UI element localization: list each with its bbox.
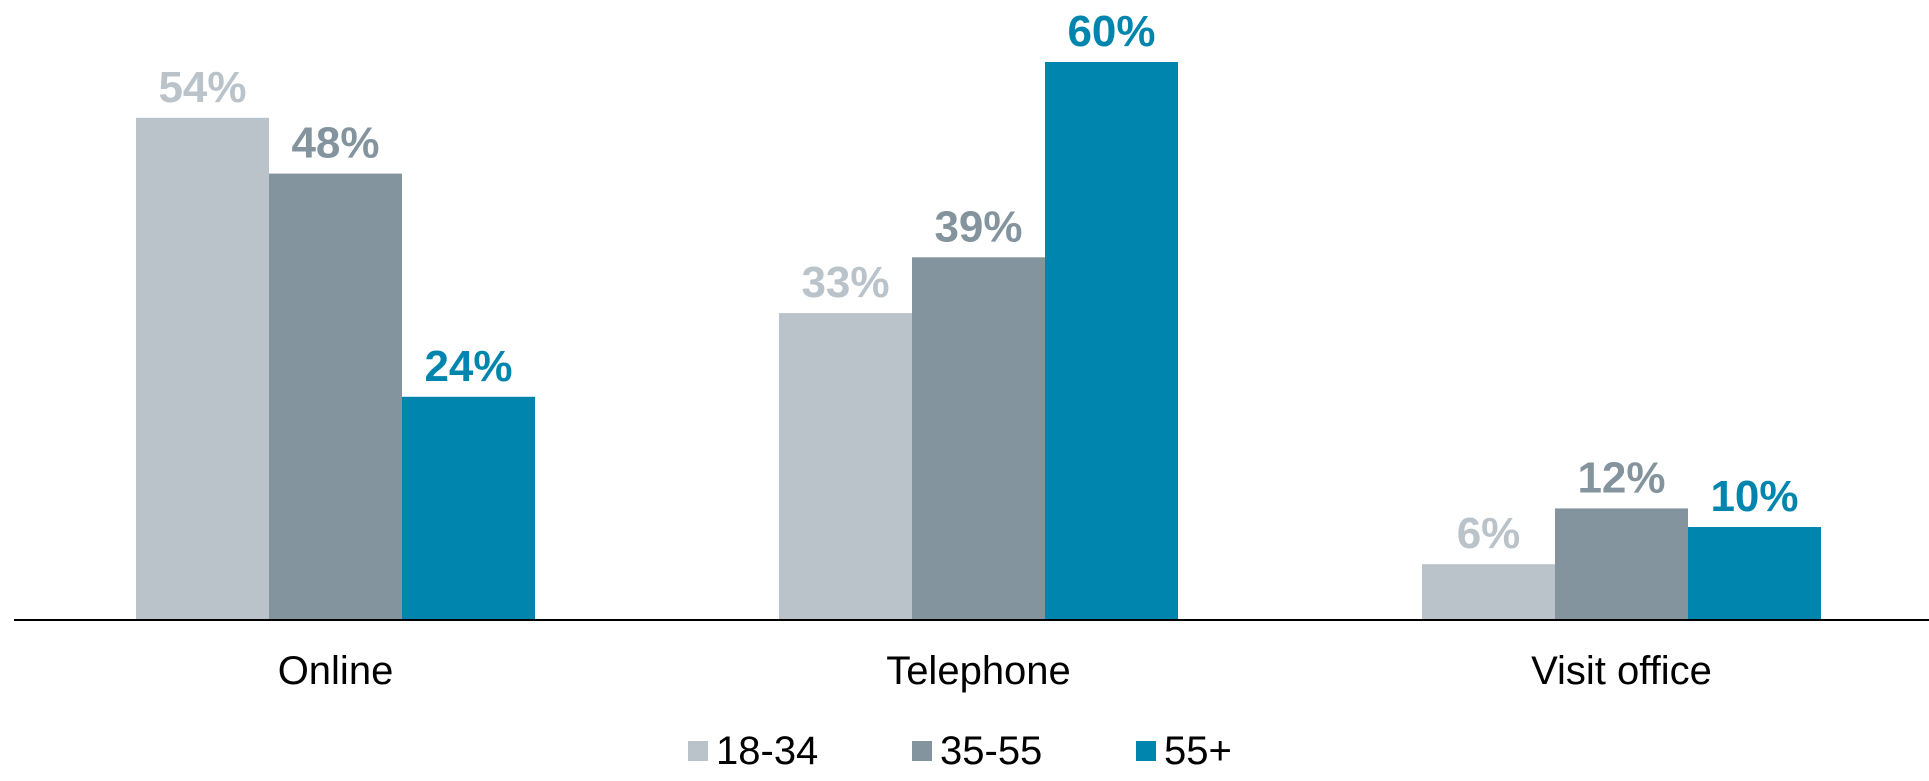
value-label-telephone-55: 60%: [1067, 7, 1155, 56]
value-label-online-55: 24%: [424, 342, 512, 391]
bar-online-18-34: [136, 117, 269, 621]
bar-telephone-55: [1045, 62, 1178, 620]
bar-telephone-35-55: [912, 257, 1045, 620]
bar-telephone-18-34: [779, 313, 912, 620]
bar-online-55: [402, 396, 535, 620]
value-labels-layer: 54% 48% 24% 33% 39% 60% 6% 12% 10%: [158, 7, 1798, 558]
category-labels-layer: Online Telephone Visit office: [278, 649, 1712, 693]
bar-visit-office-18-34: [1422, 564, 1555, 620]
value-label-online-35-55: 48%: [291, 119, 379, 168]
value-label-telephone-35-55: 39%: [934, 202, 1022, 251]
value-label-telephone-18-34: 33%: [801, 258, 889, 307]
legend-label-35-55: 35-55: [940, 729, 1042, 773]
value-label-visit-office-18-34: 6%: [1457, 509, 1521, 558]
legend-label-55: 55+: [1164, 729, 1232, 773]
legend-swatch-18-34: [688, 741, 708, 761]
legend-label-18-34: 18-34: [716, 729, 818, 773]
legend-swatch-55: [1136, 741, 1156, 761]
value-label-visit-office-35-55: 12%: [1577, 453, 1665, 502]
value-label-online-18-34: 54%: [158, 63, 246, 112]
bar-visit-office-35-55: [1555, 508, 1688, 620]
bar-online-35-55: [269, 173, 402, 620]
bars-layer: [136, 62, 1821, 621]
value-label-visit-office-55: 10%: [1710, 472, 1798, 521]
category-label-telephone: Telephone: [886, 649, 1071, 693]
legend-swatch-35-55: [912, 741, 932, 761]
bar-visit-office-55: [1688, 527, 1821, 620]
legend: 18-34 35-55 55+: [688, 729, 1232, 773]
category-label-online: Online: [278, 649, 394, 693]
category-label-visit-office: Visit office: [1531, 649, 1712, 693]
